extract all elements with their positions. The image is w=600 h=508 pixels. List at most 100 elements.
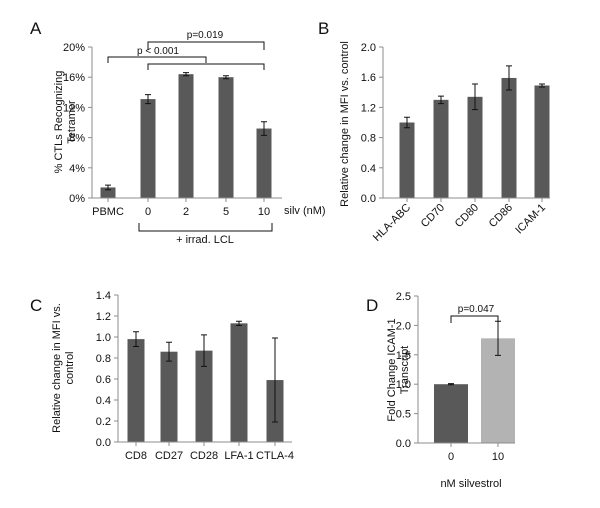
panel-b-x-tick-label: CD86 (487, 202, 515, 230)
panel-c-chart: C Relative change in MFI vs. control 0.0… (30, 290, 294, 462)
panel-b-error-bar (404, 116, 410, 129)
panel-c-x-tick-label: CD8 (125, 450, 147, 462)
panel-c-y-tick-label: 0.4 (96, 395, 111, 407)
panel-a-x-ticks: PBMC 0 2 5 10 (92, 198, 270, 218)
panel-d-y-tick-label: 0.5 (396, 409, 411, 421)
panel-b-y-tick-label: 1.6 (361, 72, 376, 84)
panel-a-x-tick-label: 5 (223, 206, 229, 218)
panel-a-y-tick-label: 0% (69, 193, 85, 205)
panel-c-ylabel-line1: Relative change in MFI vs. (51, 303, 63, 433)
panel-c-y-tick-label: 0.2 (96, 416, 111, 428)
panel-a-sig-label-1: p < 0.001 (137, 46, 179, 57)
panel-b-bar (433, 99, 449, 198)
panel-b-ylabel: Relative change in MFI vs. control (339, 41, 351, 207)
panel-a-bar (140, 99, 156, 198)
panel-c-bar (230, 323, 248, 442)
panel-a-x-tick-label: 2 (183, 206, 189, 218)
panel-b-x-tick-label: ICAM-1 (513, 202, 548, 237)
panel-c-letter: C (30, 296, 42, 315)
panel-d-y-tick-label: 0.0 (396, 438, 411, 450)
panel-c-x-ticks: CD8 CD27 CD28 LFA-1 CTLA-4 (125, 442, 294, 462)
panel-c-x-tick-label: CD28 (190, 450, 218, 462)
panel-b-x-tick-label: CD70 (419, 202, 447, 230)
panel-b-bar (399, 122, 415, 198)
panel-d-y-tick-label: 2.5 (396, 291, 411, 303)
panel-c-y-tick-label: 1.4 (96, 290, 111, 302)
panel-d-error-bar (448, 383, 454, 386)
panel-c-error-bar (236, 320, 242, 326)
panel-a-y-tick-label: 4% (69, 163, 85, 175)
panel-c-bar (195, 350, 213, 442)
panel-c-bars (127, 323, 284, 442)
panel-c-error-bar (201, 334, 207, 367)
panel-d-xlabel: nM silvestrol (440, 478, 501, 490)
panel-b-y-tick-label: 0.8 (361, 133, 376, 145)
panel-a-error-bar (183, 72, 189, 77)
panel-a-y-tick-label: 20% (63, 42, 85, 54)
panel-a-error-bar (105, 184, 111, 191)
panel-d-bar (434, 384, 468, 443)
panel-a-error-bars (105, 72, 267, 191)
panel-b-bar (467, 96, 483, 198)
panel-d-y-tick-label: 1.0 (396, 379, 411, 391)
panel-c-ylabel-line2: control (64, 351, 76, 384)
panel-d-y-tick-label: 2.0 (396, 320, 411, 332)
panel-c-y-tick-label: 0.6 (96, 374, 111, 386)
panel-d-sig-label: p=0.047 (458, 304, 495, 315)
panel-a-error-bar (145, 94, 151, 105)
panel-a-sig-bracket-1-top (107, 56, 207, 63)
panel-b-error-bar (539, 83, 545, 88)
panel-b-y-tick-label: 1.2 (361, 102, 376, 114)
panel-a-y-tick-label: 8% (69, 133, 85, 145)
panel-c-x-tick-label: CD27 (155, 450, 183, 462)
panel-a-bar (218, 77, 234, 198)
panel-a-error-bar (223, 75, 229, 80)
panel-c-error-bars (133, 320, 278, 423)
panel-a-ylabel-line1: % CTLs Recognizing (53, 71, 65, 174)
panel-b-bar (534, 85, 550, 198)
panel-d-sig-bracket (450, 315, 499, 323)
panel-b-y-tick-label: 2.0 (361, 42, 376, 54)
panel-a-x-tick-label: 0 (145, 206, 151, 218)
panel-d-bars (434, 338, 515, 443)
panel-b-x-tick-label: HLA-ABC (371, 202, 413, 244)
panel-d-x-tick-label: 10 (492, 451, 504, 463)
panel-b-bars (399, 77, 550, 198)
panel-a-y-tick-label: 12% (63, 102, 85, 114)
panel-b-chart: B Relative change in MFI vs. control 0.0… (318, 19, 550, 244)
panel-a-sig-bracket-1-bottom (147, 63, 265, 70)
panel-b-error-bar (438, 95, 444, 105)
panel-a-sig-bracket-2 (147, 41, 265, 50)
panel-b-error-bar (506, 65, 512, 91)
panel-a-bar (256, 128, 272, 198)
panel-c-error-bar (133, 331, 139, 347)
panel-a-x-unit: silv (nM) (284, 205, 326, 217)
panel-a-y-ticks: 0% 4% 8% 12% 16% 20% (63, 42, 92, 205)
panel-a-letter: A (30, 19, 42, 38)
panel-b-y-ticks: 0.0 0.4 0.8 1.2 1.6 2.0 (361, 42, 383, 205)
panel-a-x-tick-label: 10 (258, 206, 270, 218)
panel-d-y-tick-label: 1.5 (396, 350, 411, 362)
panel-a-bar (178, 74, 194, 198)
panel-c-y-tick-label: 1.2 (96, 311, 111, 323)
panel-a-error-bar (261, 121, 267, 136)
panel-c-error-bar (272, 337, 278, 423)
panel-a-ylabel-line2: Tetramer (66, 100, 78, 144)
panel-d-ylabel-line2: Transcript (399, 346, 411, 395)
panel-d-error-bars (448, 320, 501, 386)
panel-b-y-tick-label: 0.4 (361, 163, 376, 175)
panel-c-x-tick-label: CTLA-4 (256, 450, 294, 462)
panel-c-bar (160, 351, 178, 442)
panel-c-y-tick-label: 0.8 (96, 353, 111, 365)
panel-d-letter: D (366, 296, 378, 315)
panel-a-bars (100, 74, 272, 198)
panel-c-x-tick-label: LFA-1 (224, 450, 253, 462)
panel-a-group-bracket (138, 223, 273, 232)
panel-a-sig-label-2: p=0.019 (187, 30, 224, 41)
panel-b-error-bars (404, 65, 545, 129)
panel-d-ylabel-line1: Fold Change ICAM-1 (386, 318, 398, 421)
panel-a-x-tick-label: PBMC (92, 206, 124, 218)
panel-a-bar (100, 187, 116, 198)
